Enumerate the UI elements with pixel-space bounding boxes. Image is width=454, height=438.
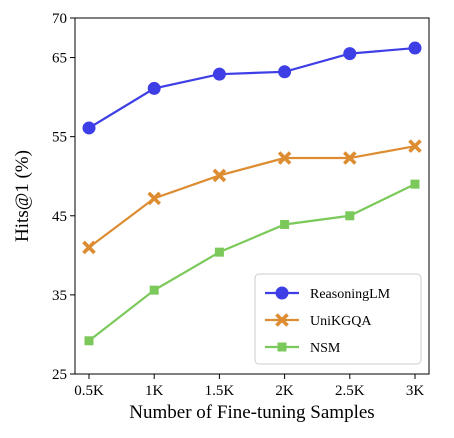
data-point-nsm bbox=[84, 336, 94, 346]
data-point-reasoninglm bbox=[147, 81, 161, 95]
data-point-nsm bbox=[345, 211, 355, 221]
series-nsm bbox=[84, 179, 420, 346]
series-line-nsm bbox=[88, 183, 416, 342]
y-axis-label: Hits@1 (%) bbox=[12, 150, 33, 242]
legend: ReasoningLM UniKGQA NSM bbox=[254, 273, 422, 365]
series-line-reasoninglm bbox=[88, 46, 416, 129]
x-tick-label: 2K bbox=[275, 383, 294, 399]
data-point-nsm bbox=[280, 219, 290, 229]
x-tick-label: 0.5K bbox=[74, 383, 104, 399]
legend-marker-unikgqa bbox=[275, 313, 289, 327]
y-axis: 25 35 45 55 65 70 bbox=[52, 11, 75, 383]
legend-label-reasoninglm: ReasoningLM bbox=[310, 287, 391, 302]
x-axis-label: Number of Fine-tuning Samples bbox=[129, 402, 374, 423]
data-point-unikgqa bbox=[408, 139, 422, 153]
x-axis: 0.5K 1K 1.5K 2K 2.5K 3K bbox=[74, 374, 424, 399]
y-tick-label: 65 bbox=[52, 51, 67, 67]
series-unikgqa bbox=[82, 139, 422, 255]
x-tick-label: 3K bbox=[406, 383, 425, 399]
series-line-unikgqa bbox=[88, 145, 416, 249]
y-tick-label: 25 bbox=[52, 367, 67, 383]
data-point-nsm bbox=[214, 247, 224, 257]
plot-area-frame bbox=[74, 17, 430, 375]
legend-marker-nsm bbox=[277, 342, 287, 352]
data-point-unikgqa bbox=[82, 240, 96, 255]
data-point-reasoninglm bbox=[82, 121, 96, 135]
data-point-nsm bbox=[149, 285, 159, 295]
x-tick-label: 1K bbox=[145, 383, 164, 399]
data-point-reasoninglm bbox=[278, 65, 292, 79]
data-point-reasoninglm bbox=[212, 67, 226, 81]
data-point-unikgqa bbox=[212, 168, 227, 183]
y-tick-label: 70 bbox=[52, 11, 67, 27]
data-point-reasoninglm bbox=[408, 41, 422, 55]
x-tick-label: 1.5K bbox=[205, 383, 235, 399]
data-point-unikgqa bbox=[343, 151, 357, 165]
y-tick-label: 45 bbox=[52, 209, 67, 225]
series-layer bbox=[82, 41, 422, 346]
series-reasoninglm bbox=[82, 41, 422, 135]
data-point-unikgqa bbox=[147, 191, 161, 206]
legend-box bbox=[254, 273, 422, 365]
y-tick-label: 55 bbox=[52, 130, 67, 146]
data-point-reasoninglm bbox=[343, 47, 357, 61]
y-tick-label: 35 bbox=[52, 288, 67, 304]
legend-marker-reasoninglm bbox=[275, 286, 289, 300]
data-point-unikgqa bbox=[277, 151, 292, 165]
legend-label-unikgqa: UniKGQA bbox=[310, 314, 372, 329]
data-point-nsm bbox=[410, 179, 420, 189]
legend-label-nsm: NSM bbox=[310, 341, 341, 356]
x-tick-label: 2.5K bbox=[335, 383, 365, 399]
